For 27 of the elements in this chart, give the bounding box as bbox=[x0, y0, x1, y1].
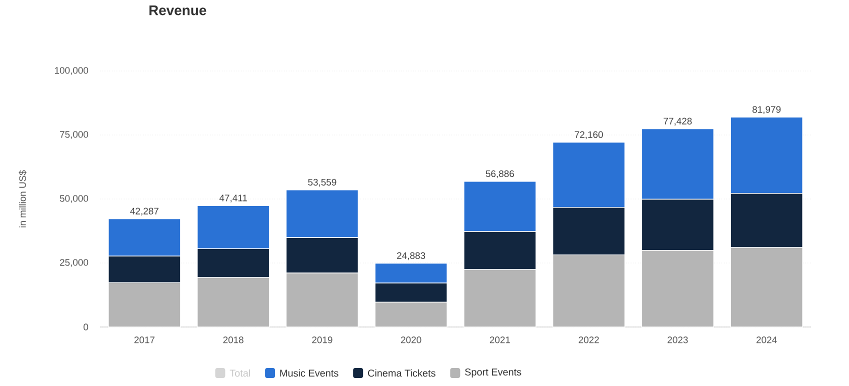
x-tick-label: 2024 bbox=[756, 336, 777, 344]
x-tick-label: 2017 bbox=[134, 336, 154, 344]
total-label: 47,411 bbox=[219, 194, 247, 202]
total-label: 81,979 bbox=[752, 106, 781, 114]
y-tick-label: 50,000 bbox=[60, 195, 88, 203]
total-label: 72,160 bbox=[574, 131, 603, 140]
total-label: 56,886 bbox=[486, 170, 514, 178]
total-label: 42,287 bbox=[130, 208, 158, 216]
total-label: 24,883 bbox=[397, 252, 426, 260]
y-tick-label: 0 bbox=[84, 324, 88, 330]
x-tick-label: 2019 bbox=[312, 336, 332, 344]
x-tick-label: 2023 bbox=[668, 336, 688, 344]
y-tick-label: 100,000 bbox=[54, 67, 88, 75]
y-axis-title: in million US$ bbox=[18, 170, 26, 228]
x-tick-label: 2021 bbox=[490, 336, 510, 344]
legend-label: Sport Events bbox=[465, 368, 522, 378]
legend-label: Cinema Tickets bbox=[368, 369, 436, 377]
x-tick-label: 2020 bbox=[401, 336, 422, 344]
total-label: 53,559 bbox=[308, 178, 336, 187]
chart-title: Revenue bbox=[149, 6, 206, 16]
y-tick-label: 25,000 bbox=[60, 259, 88, 267]
legend-label: Music Events bbox=[280, 369, 338, 377]
x-tick-label: 2022 bbox=[578, 336, 599, 344]
x-tick-label: 2018 bbox=[223, 336, 244, 344]
total-label: 77,428 bbox=[664, 118, 692, 126]
y-tick-label: 75,000 bbox=[60, 131, 88, 139]
legend-label: Total bbox=[230, 369, 250, 377]
